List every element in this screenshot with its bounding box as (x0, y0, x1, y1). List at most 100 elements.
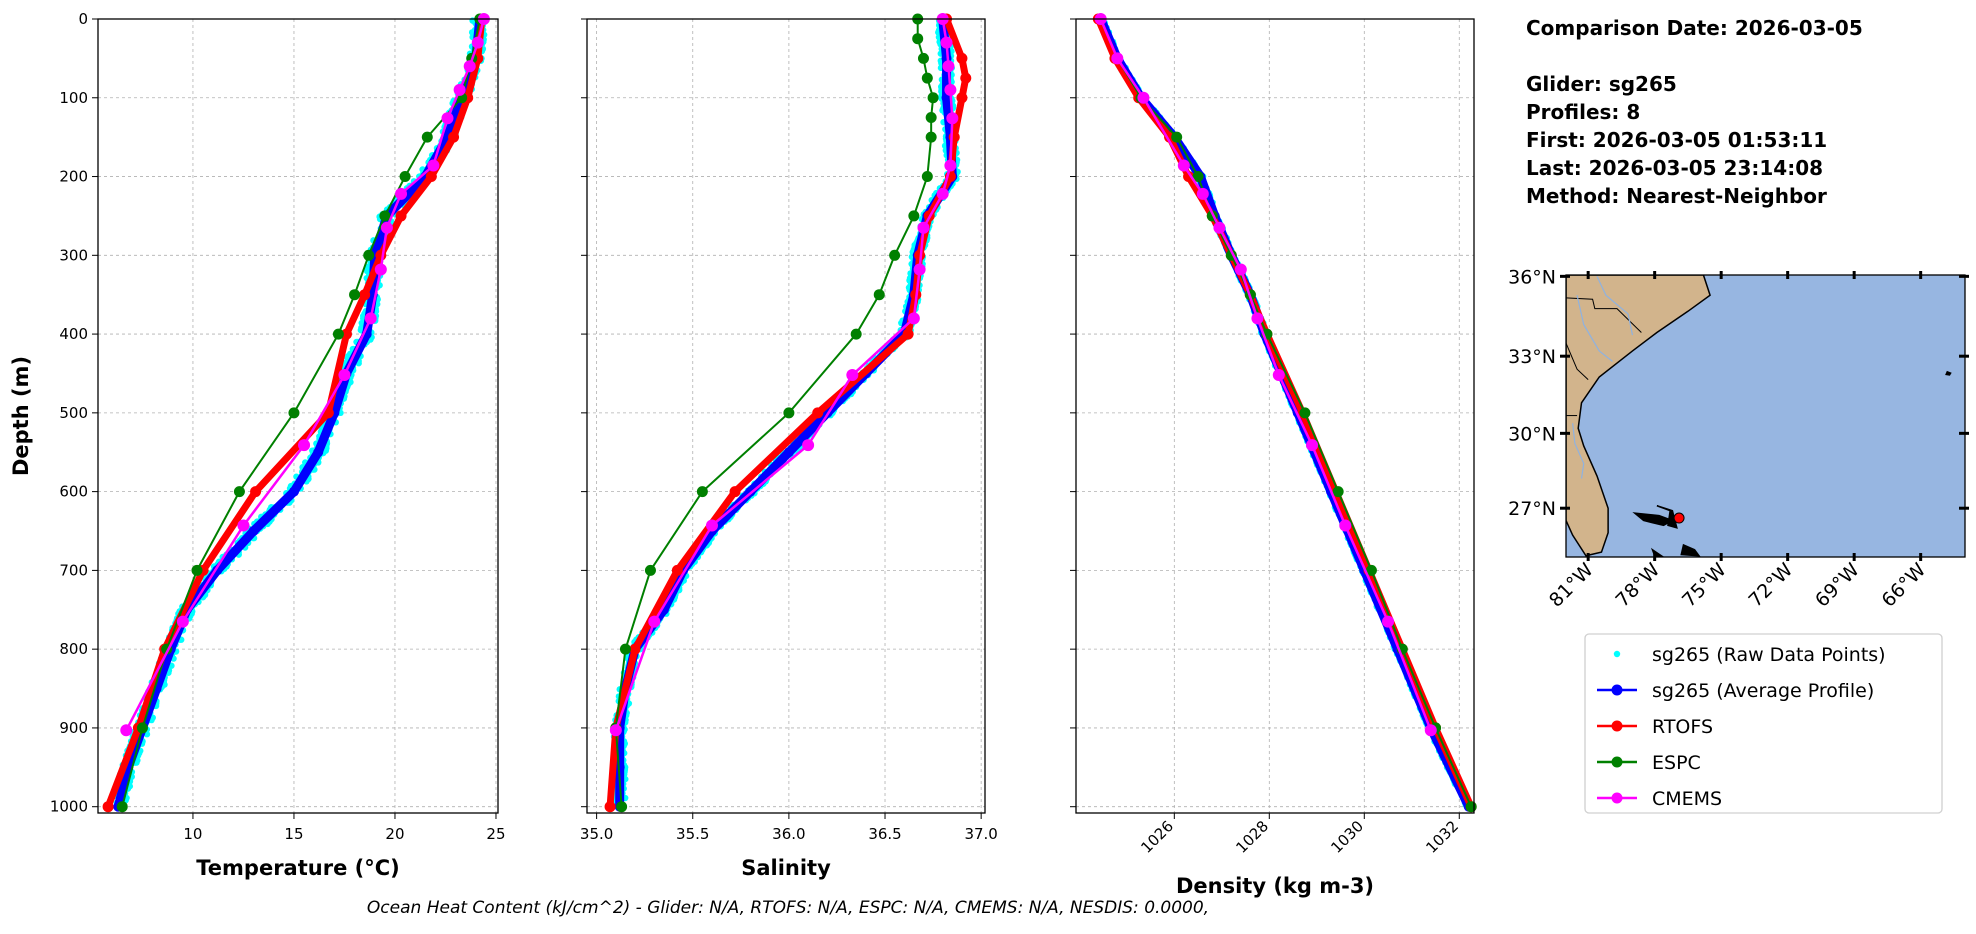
panel-temperature: 10 15 20 25 0 100 200 300 400 500 600 700 800 900 1000… (9, 10, 506, 880)
legend-label: sg265 (Raw Data Points) (1652, 644, 1886, 666)
comparison-date: Comparison Date: 2026-03-05 (1526, 16, 1863, 40)
y-tick-label: 100 (59, 89, 88, 107)
series-marker-espc (783, 407, 795, 419)
axes-frame (586, 18, 986, 814)
x-tick-label: 1032 (1422, 817, 1462, 857)
legend-marker-swatch (1611, 684, 1623, 696)
x-tick-label: 35.5 (676, 825, 709, 843)
series-marker-cmems (1306, 439, 1319, 452)
x-tick-label: 1026 (1137, 817, 1177, 857)
island (1656, 505, 1678, 529)
series-marker-espc (332, 328, 344, 340)
series-marker-espc (921, 72, 933, 84)
legend-marker-swatch (1611, 720, 1623, 732)
series-marker-cmems (1424, 724, 1437, 737)
x-tick-label: 36.5 (868, 825, 901, 843)
island (1945, 370, 1952, 376)
y-tick-label: 1000 (50, 798, 88, 816)
series-marker-cmems (802, 439, 815, 452)
series-line-cmems (614, 18, 954, 731)
legend-entry-cmems: CMEMS (1597, 788, 1722, 810)
y-tick-label: 600 (59, 483, 88, 501)
legend-entry-rtofs: RTOFS (1597, 716, 1713, 738)
panel-density: 1026 1028 1030 1032 Density (kg m-3) (1070, 13, 1477, 898)
series-marker-espc (616, 801, 628, 813)
series-marker-cmems (176, 615, 189, 628)
x-tick-label: 1030 (1327, 817, 1367, 857)
series-marker-espc (1332, 486, 1344, 498)
map-features (1566, 275, 1952, 557)
series-marker-cmems (441, 112, 454, 125)
series-marker-espc (925, 131, 937, 143)
series-marker-cmems (907, 312, 920, 325)
series-marker-cmems (946, 112, 959, 125)
series-marker-rtofs (902, 328, 914, 340)
series-marker-rtofs (448, 131, 460, 143)
lon-tick-label: 75°W (1678, 559, 1731, 612)
series-line-cmems (1099, 18, 1432, 731)
series-marker-espc (921, 171, 933, 183)
series-marker-espc (908, 210, 920, 222)
series-marker-cmems (609, 724, 622, 737)
state-border (1566, 297, 1642, 333)
series-marker-glider (313, 447, 324, 458)
river (1596, 276, 1634, 336)
series-marker-glider (248, 526, 259, 537)
legend-marker-swatch (1611, 792, 1623, 804)
series-marker-cmems (1177, 159, 1190, 172)
series-marker-rtofs (671, 564, 683, 576)
series-marker-espc (873, 289, 885, 301)
series-marker-cmems (648, 615, 661, 628)
series-marker-cmems (120, 724, 133, 737)
series-marker-cmems (1137, 91, 1150, 104)
series-marker-cmems (1382, 615, 1395, 628)
x-tick-label: 37.0 (964, 825, 997, 843)
x-tick-label: 1028 (1232, 817, 1272, 857)
y-tick-label: 900 (59, 719, 88, 737)
series-marker-cmems (936, 187, 949, 200)
legend-frame (1584, 633, 1943, 814)
series-marker-espc (116, 801, 128, 813)
profile-count: Profiles: 8 (1526, 100, 1641, 124)
series-marker-espc (1299, 407, 1311, 419)
x-tick-label: 20 (385, 825, 404, 843)
series-marker-cmems (463, 60, 476, 73)
series-marker-espc (925, 111, 937, 123)
series-marker-glider (288, 486, 299, 497)
y-tick-label: 800 (59, 640, 88, 658)
y-tick-label: 0 (78, 10, 88, 28)
lon-tick-label: 66°W (1878, 559, 1931, 612)
series-marker-espc (399, 171, 411, 183)
series-marker-rtofs (425, 171, 437, 183)
x-tick-label: 35.0 (580, 825, 613, 843)
series-marker-espc (1192, 171, 1204, 183)
series-marker-espc (917, 52, 929, 64)
series-marker-cmems (944, 83, 957, 96)
glider-position-marker (1673, 512, 1685, 524)
series-marker-cmems (395, 187, 408, 200)
series-marker-rtofs (102, 801, 114, 813)
series-marker-espc (136, 722, 148, 734)
series-marker-cmems (427, 159, 440, 172)
river (1576, 295, 1613, 362)
land-coastline (1566, 275, 1711, 557)
series-marker-cmems (1196, 187, 1209, 200)
lon-tick-label: 78°W (1612, 559, 1665, 612)
map-frame (1565, 274, 1966, 558)
series-marker-espc (850, 328, 862, 340)
series-marker-espc (619, 643, 631, 655)
lon-tick-label: 69°W (1811, 559, 1864, 612)
series-marker-rtofs (729, 486, 741, 498)
lat-tick-label: 33°N (1508, 346, 1556, 368)
ocean-heat-content-caption: Ocean Heat Content (kJ/cm^2) - Glider: N… (366, 898, 1210, 918)
river (1572, 423, 1585, 479)
series-marker-cmems (944, 159, 957, 172)
series-marker-espc (191, 564, 203, 576)
series-marker-espc (1465, 801, 1477, 813)
series-marker-espc (349, 289, 361, 301)
y-tick-label: 200 (59, 168, 88, 186)
series-marker-rtofs (359, 289, 371, 301)
x-tick-label: 15 (284, 825, 303, 843)
series-marker-espc (927, 92, 939, 104)
legend: sg265 (Raw Data Points) sg265 (Average Pr… (1584, 633, 1943, 814)
